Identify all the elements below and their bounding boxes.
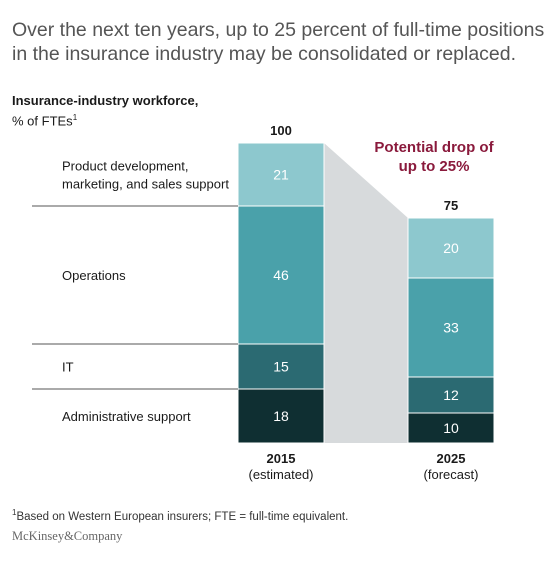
chart-subtitle: % of FTEs — [12, 113, 73, 129]
bar-segment — [237, 343, 325, 390]
data-label: 18 — [273, 408, 289, 424]
bar-segment — [407, 277, 495, 378]
bar-segment — [407, 376, 495, 414]
data-label: 21 — [273, 167, 289, 183]
data-label: 46 — [273, 267, 289, 283]
series-label: marketing, and sales support — [62, 177, 229, 192]
annotation-text: up to 25% — [399, 158, 470, 175]
category-note-label: (estimated) — [248, 467, 313, 482]
data-label: 10 — [443, 420, 459, 436]
brand-logo: McKinsey&Company — [12, 529, 123, 543]
bar-segment — [237, 388, 325, 444]
series-label: IT — [62, 360, 74, 375]
headline: Over the next ten years, up to 25 percen… — [12, 19, 545, 65]
chart-title: Insurance-industry workforce, — [12, 93, 199, 108]
bar-segment — [237, 205, 325, 345]
series-label: Product development, — [62, 159, 188, 174]
bar-segment — [237, 142, 325, 207]
data-label: 33 — [443, 320, 459, 336]
annotation-text: Potential drop of — [374, 139, 494, 156]
data-label: 15 — [273, 359, 289, 375]
total-label: 75 — [444, 198, 458, 213]
data-label: 20 — [443, 240, 459, 256]
category-year-label: 2015 — [267, 451, 296, 466]
footnote-marker: 1 — [12, 508, 17, 517]
category-note-label: (forecast) — [424, 467, 479, 482]
subtitle-footnote-marker: 1 — [72, 113, 78, 122]
series-label: Operations — [62, 268, 126, 283]
axis-title: Insurance-industry workforce, % of FTEs1 — [12, 92, 198, 129]
data-label: 12 — [443, 387, 459, 403]
drop-connector — [324, 143, 408, 443]
total-label: 100 — [270, 123, 292, 138]
series-label: Administrative support — [62, 409, 191, 424]
footnote-text: Based on Western European insurers; FTE … — [16, 510, 349, 523]
category-year-label: 2025 — [437, 451, 466, 466]
bar-segment — [407, 217, 495, 279]
bar-segment — [407, 412, 495, 444]
footnote: 1Based on Western European insurers; FTE… — [12, 508, 348, 523]
